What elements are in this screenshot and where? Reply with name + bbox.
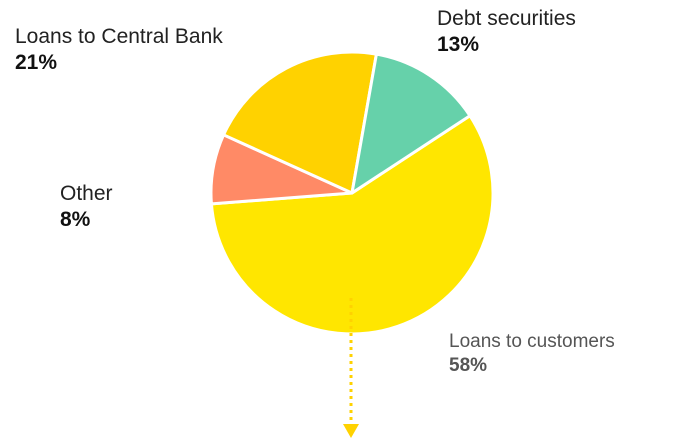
slice-percent: 21% (15, 51, 58, 75)
slice-percent: 8% (60, 208, 91, 232)
slice-label-loans-to-central-bank: Loans to Central Bank 21% (15, 24, 223, 77)
drill-down-arrow-head (343, 424, 359, 438)
slice-name: Debt securities (437, 7, 576, 30)
slice-name: Loans to customers (449, 331, 615, 352)
pie-slice-debt-securities (350, 52, 472, 195)
slice-percent: 58% (449, 354, 488, 376)
slice-percent: 13% (437, 33, 480, 57)
slice-name: Loans to Central Bank (15, 25, 223, 48)
pie-slice-loans-to-central-bank (222, 50, 378, 195)
slice-label-loans-to-customers: Loans to customers 58% (449, 330, 615, 378)
pie-slice-loans-to-customers (209, 114, 495, 336)
slice-name: Other (60, 182, 113, 205)
slice-label-debt-securities: Debt securities 13% (437, 6, 576, 59)
slice-label-other: Other 8% (60, 181, 113, 234)
